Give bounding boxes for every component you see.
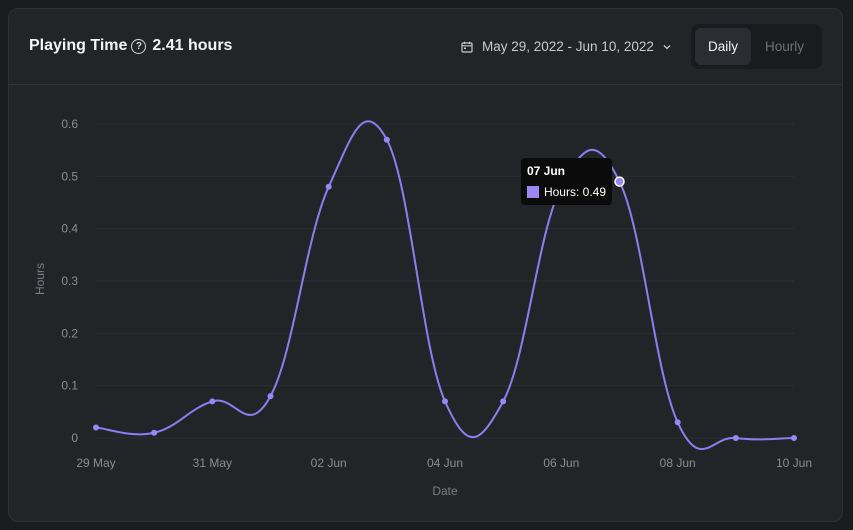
chart-grid [96, 123, 794, 439]
data-point [93, 424, 99, 431]
daily-button[interactable]: Daily [695, 28, 751, 65]
playing-time-chart: 0 0.1 0.2 0.3 0.4 0.5 0.6 29 May 31 May 02 Jun 04… [33, 117, 812, 498]
date-range-picker[interactable]: May 29, 2022 - Jun 10, 2022 [461, 39, 672, 54]
data-point [383, 136, 390, 143]
y-axis-ticks: 0 0.1 0.2 0.3 0.4 0.5 0.6 [61, 117, 78, 445]
data-point [151, 429, 158, 436]
x-tick-label: 02 Jun [311, 456, 347, 470]
data-point [791, 435, 797, 441]
data-point [442, 398, 448, 405]
help-circle-icon[interactable]: ? [131, 38, 147, 54]
data-point [325, 183, 332, 190]
tooltip-swatch [527, 186, 539, 198]
x-tick-label: 06 Jun [543, 456, 579, 470]
data-point [267, 393, 274, 400]
playing-time-card: Playing Time ? 2.41 hours May 29, 2022 -… [8, 8, 843, 522]
y-tick-label: 0.6 [61, 117, 78, 131]
tooltip-date: 07 Jun [527, 164, 566, 178]
data-point-highlighted [614, 176, 625, 187]
date-range-label: May 29, 2022 - Jun 10, 2022 [482, 39, 654, 54]
calendar-icon [461, 41, 473, 53]
tooltip-colon: : [575, 185, 583, 199]
y-tick-label: 0.3 [61, 274, 78, 288]
data-point [500, 398, 507, 405]
x-tick-label: 29 May [76, 456, 115, 470]
data-point [209, 398, 216, 405]
x-tick-label: 08 Jun [660, 456, 696, 470]
tooltip-value: 0.49 [582, 185, 606, 199]
y-tick-label: 0.1 [61, 379, 78, 393]
x-tick-label: 31 May [193, 456, 232, 470]
granularity-toggle: Daily Hourly [691, 24, 822, 69]
y-tick-label: 0.2 [61, 326, 78, 340]
hourly-button[interactable]: Hourly [764, 39, 804, 54]
chevron-down-icon [663, 44, 671, 49]
x-tick-label: 10 Jun [776, 456, 812, 470]
series-points-hours [93, 136, 797, 441]
y-tick-label: 0.4 [61, 222, 78, 236]
card-header: Playing Time ? 2.41 hours May 29, 2022 -… [9, 9, 842, 85]
x-axis-ticks: 29 May 31 May 02 Jun 04 Jun 06 Jun 08 Jun 10 J… [76, 456, 812, 470]
title-label: Playing Time [29, 37, 128, 54]
y-axis-label: Hours [33, 263, 47, 295]
card-title: Playing Time ? 2.41 hours [29, 37, 232, 55]
data-point [732, 435, 739, 441]
chart-tooltip: 07 Jun Hours: 0.49 [521, 158, 612, 205]
tooltip-series: Hours [543, 185, 576, 199]
y-tick-label: 0 [71, 431, 78, 445]
x-tick-label: 04 Jun [427, 456, 463, 470]
x-axis-label: Date [432, 484, 458, 498]
tooltip-row: Hours: 0.49 [527, 185, 606, 199]
data-point [674, 419, 681, 426]
y-tick-label: 0.5 [61, 169, 78, 183]
total-playing-time: 2.41 hours [152, 37, 233, 54]
